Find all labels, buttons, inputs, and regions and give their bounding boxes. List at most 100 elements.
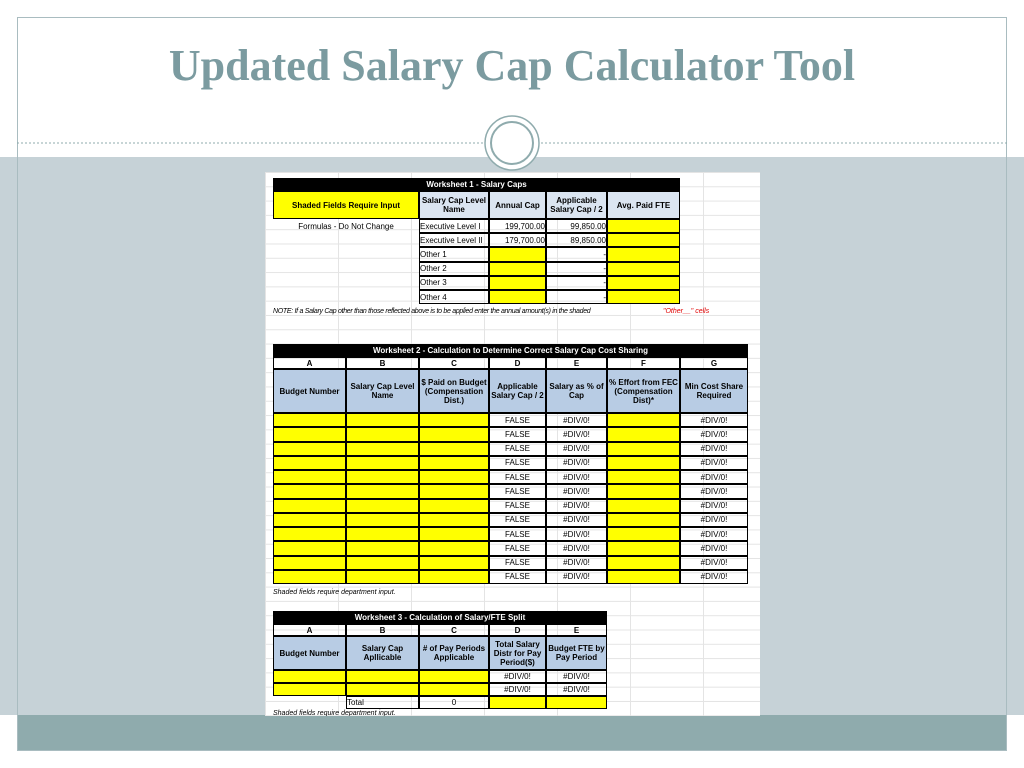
column-letter: C [419, 624, 489, 636]
input-cell [273, 484, 346, 499]
input-cell [419, 441, 489, 456]
column-letter: D [489, 357, 546, 369]
input-cell [346, 683, 419, 696]
cell: #DIV/0! [546, 683, 607, 696]
input-cell [273, 555, 346, 570]
input-cell [607, 247, 680, 262]
frame [17, 17, 1007, 751]
input-cell [346, 555, 419, 570]
cell: #DIV/0! [546, 527, 607, 542]
cell: FALSE [489, 441, 546, 456]
cell: #DIV/0! [546, 484, 607, 499]
input-cell [273, 670, 346, 683]
input-cell [607, 470, 680, 485]
input-cell [273, 541, 346, 556]
input-cell [273, 427, 346, 442]
input-cell [346, 541, 419, 556]
column-letter: A [273, 624, 346, 636]
footer-band [17, 715, 1007, 750]
input-cell [607, 275, 680, 290]
cell: Other 2 [419, 261, 489, 276]
cell: #DIV/0! [680, 569, 748, 584]
header-cell: Budget Number [273, 636, 346, 670]
header-cell: % Effort from FEC (Compensation Dist)* [607, 369, 680, 413]
input-cell [346, 512, 419, 527]
cell: #DIV/0! [546, 441, 607, 456]
column-letter: G [680, 357, 748, 369]
cell: #DIV/0! [680, 484, 748, 499]
input-cell [489, 275, 546, 290]
input-cell [346, 484, 419, 499]
note: NOTE: If a Salary Cap other than those r… [273, 307, 591, 315]
cell: #DIV/0! [546, 498, 607, 513]
header-cell: Avg. Paid FTE [607, 191, 680, 219]
input-cell [419, 427, 489, 442]
input-cell [273, 441, 346, 456]
input-cell [607, 484, 680, 499]
cell: FALSE [489, 498, 546, 513]
worksheet-title: Worksheet 2 - Calculation to Determine C… [273, 344, 748, 357]
column-letter: C [419, 357, 489, 369]
footnote: Shaded fields require department input. [273, 710, 396, 716]
cell: 99,850.00 [546, 219, 607, 234]
input-cell [489, 290, 546, 305]
cell: FALSE [489, 569, 546, 584]
input-cell [346, 527, 419, 542]
cell: FALSE [489, 541, 546, 556]
header-cell: Salary Cap Level Name [419, 191, 489, 219]
input-cell [273, 683, 346, 696]
cell: 89,850.00 [546, 233, 607, 248]
input-cell [607, 569, 680, 584]
input-cell [419, 413, 489, 428]
input-cell [273, 569, 346, 584]
cell: #DIV/0! [546, 541, 607, 556]
column-letter: B [346, 624, 419, 636]
input-cell [273, 455, 346, 470]
cell: FALSE [489, 427, 546, 442]
cell: FALSE [489, 413, 546, 428]
input-cell [419, 527, 489, 542]
cell: - [546, 261, 607, 276]
cell: #DIV/0! [680, 527, 748, 542]
cell: Other 1 [419, 247, 489, 262]
input-cell [607, 233, 680, 248]
input-cell [273, 527, 346, 542]
cell: - [546, 247, 607, 262]
input-cell [346, 498, 419, 513]
total-value: 0 [419, 696, 489, 709]
input-cell [607, 441, 680, 456]
cell: #DIV/0! [489, 683, 546, 696]
column-letter: E [546, 624, 607, 636]
cell: Other 4 [419, 290, 489, 305]
input-cell [607, 527, 680, 542]
input-cell [419, 670, 489, 683]
cell: #DIV/0! [680, 413, 748, 428]
cell: #DIV/0! [680, 470, 748, 485]
ornament-inner [490, 121, 534, 165]
input-cell [419, 455, 489, 470]
cell: #DIV/0! [546, 470, 607, 485]
cell: - [546, 275, 607, 290]
header-cell: # of Pay Periods Applicable [419, 636, 489, 670]
input-cell [607, 219, 680, 234]
column-letter: E [546, 357, 607, 369]
input-cell [607, 455, 680, 470]
header-cell: Min Cost Share Required [680, 369, 748, 413]
input-cell [607, 413, 680, 428]
input-cell [419, 541, 489, 556]
cell: FALSE [489, 512, 546, 527]
header-cell: Salary Cap Apllicable [346, 636, 419, 670]
input-cell [346, 670, 419, 683]
input-cell [273, 498, 346, 513]
input-cell [489, 261, 546, 276]
input-cell [273, 470, 346, 485]
cell: FALSE [489, 527, 546, 542]
input-cell [607, 427, 680, 442]
header-cell: Applicable Salary Cap / 2 [546, 191, 607, 219]
cell: Other 3 [419, 275, 489, 290]
column-letter: F [607, 357, 680, 369]
input-cell [607, 498, 680, 513]
cell: 199,700.00 [489, 219, 546, 234]
input-cell [419, 470, 489, 485]
cell: Executive Level I [419, 219, 489, 234]
